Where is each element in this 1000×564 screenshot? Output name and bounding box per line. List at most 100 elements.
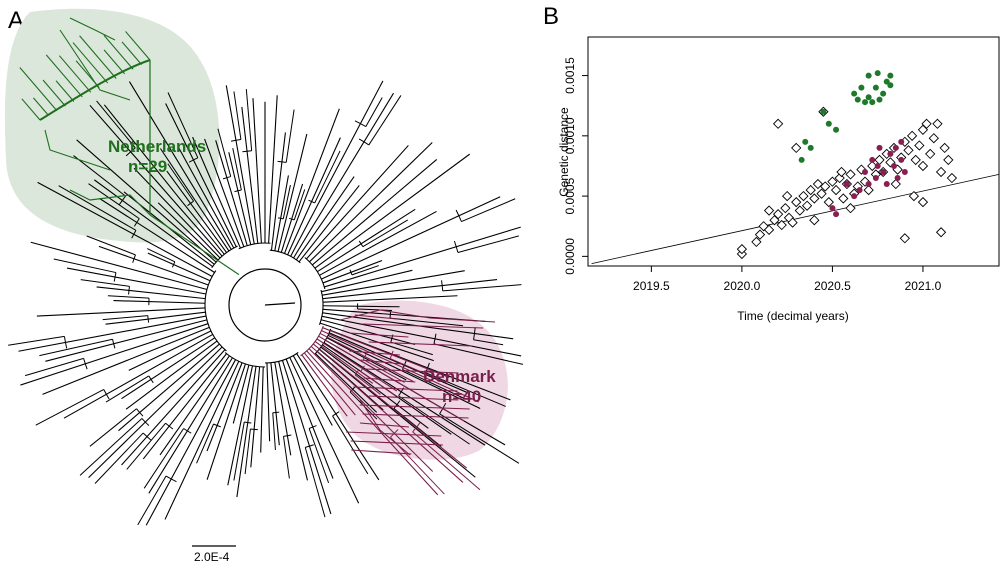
tree-node-arc <box>148 375 154 384</box>
tree-branch <box>128 81 232 250</box>
tree-branch <box>167 92 199 159</box>
tree-node-arc <box>398 387 405 397</box>
scatter-point <box>825 120 832 127</box>
scatter-point <box>862 168 869 175</box>
tree-node-arc <box>213 423 221 428</box>
scatter-point <box>928 133 939 144</box>
denmark-label: Denmark <box>423 367 496 386</box>
y-tick-label: 0.0015 <box>563 57 577 94</box>
tree-branch <box>322 270 465 296</box>
tree-node-arc <box>277 217 284 220</box>
scatter-point <box>876 144 883 151</box>
tree-branch <box>425 372 506 407</box>
tree-branch <box>389 317 464 327</box>
tree-branch <box>270 362 280 446</box>
scatter-point <box>858 84 865 91</box>
tree-branch <box>94 179 213 268</box>
tree-branch <box>322 279 498 300</box>
scatter-point <box>845 169 856 180</box>
denmark-leaf <box>360 359 403 365</box>
tree-branch <box>157 202 219 261</box>
tree-branch <box>35 389 105 426</box>
tree-branch <box>20 323 209 386</box>
tree-branch <box>285 109 295 163</box>
scatter-point <box>833 126 840 133</box>
tree-branch <box>58 185 137 231</box>
scale-bar-label: 2.0E-4 <box>194 550 230 564</box>
netherlands-branch <box>44 129 111 171</box>
tree-branch <box>301 354 348 417</box>
tree-branch <box>461 198 516 223</box>
tree-branch <box>36 307 206 317</box>
y-axis-label: Genetic distance <box>557 107 571 197</box>
tree-node-arc <box>441 280 444 291</box>
scatter-point <box>769 215 780 226</box>
tree-branch <box>233 421 245 481</box>
scatter-point <box>805 184 816 196</box>
scatter-point <box>787 217 798 228</box>
scatter-point <box>843 181 850 188</box>
scatter-point <box>890 162 897 169</box>
scatter-point <box>863 184 874 196</box>
tree-branch <box>159 355 230 456</box>
tree-branch <box>143 428 185 489</box>
scatter-point <box>809 193 820 204</box>
scatter-point <box>859 176 871 187</box>
tree-node-arc <box>165 475 177 483</box>
tree-branch <box>244 428 251 475</box>
tree-branch <box>285 358 334 479</box>
scatter-point <box>865 94 872 101</box>
scatter-point <box>758 221 769 232</box>
tree-branch <box>125 340 218 410</box>
tree-branch <box>232 364 250 424</box>
tree-branch <box>315 353 378 413</box>
tree-branch <box>270 132 286 251</box>
x-axis-label: Time (decimal years) <box>737 309 849 323</box>
tree-node-arc <box>187 200 194 207</box>
tree-branch <box>232 148 242 191</box>
scatter-point <box>908 190 920 202</box>
tree-branch <box>326 337 407 381</box>
scatter-point <box>862 99 869 106</box>
tree-node-arc <box>234 189 242 193</box>
netherlands-leaf <box>33 97 49 116</box>
tree-branch <box>442 284 522 292</box>
netherlands-arc <box>39 59 151 121</box>
tree-node-arc <box>358 138 370 146</box>
tree-node-arc <box>277 160 287 163</box>
x-tick-label: 2021.0 <box>905 279 942 293</box>
scatter-point <box>763 205 775 216</box>
tree-branch <box>316 338 398 392</box>
tree-branch <box>293 189 306 221</box>
scatter-point <box>816 188 827 199</box>
tree-branch <box>24 357 84 377</box>
denmark-leaf <box>354 314 397 320</box>
tree-branch <box>322 295 458 303</box>
tree-branch <box>159 148 230 252</box>
tree-arc <box>314 328 332 355</box>
scatter-point <box>794 205 805 216</box>
tree-branch <box>290 80 384 257</box>
tree-branch <box>398 395 470 445</box>
tree-branch <box>94 432 144 484</box>
scatter-point <box>823 196 834 208</box>
tree-branch <box>295 176 355 261</box>
tree-branch <box>236 366 257 498</box>
tree-branch <box>272 412 276 450</box>
tree-branch <box>241 106 259 244</box>
tree-branch <box>296 353 380 481</box>
tree-arc <box>224 352 266 368</box>
tree-branch <box>289 357 360 504</box>
tree-branch <box>103 104 225 255</box>
tree-branch <box>260 366 264 453</box>
tree-branch <box>89 408 137 447</box>
tree-branch <box>66 267 207 295</box>
tree-node-arc <box>131 230 137 239</box>
tree-branch <box>457 235 519 253</box>
tree-branch <box>147 252 211 282</box>
tree-branch <box>105 375 150 403</box>
tree-branch <box>321 196 501 280</box>
tree-branch <box>88 346 223 478</box>
scatter-point <box>935 227 947 238</box>
denmark-bubble <box>331 300 508 460</box>
